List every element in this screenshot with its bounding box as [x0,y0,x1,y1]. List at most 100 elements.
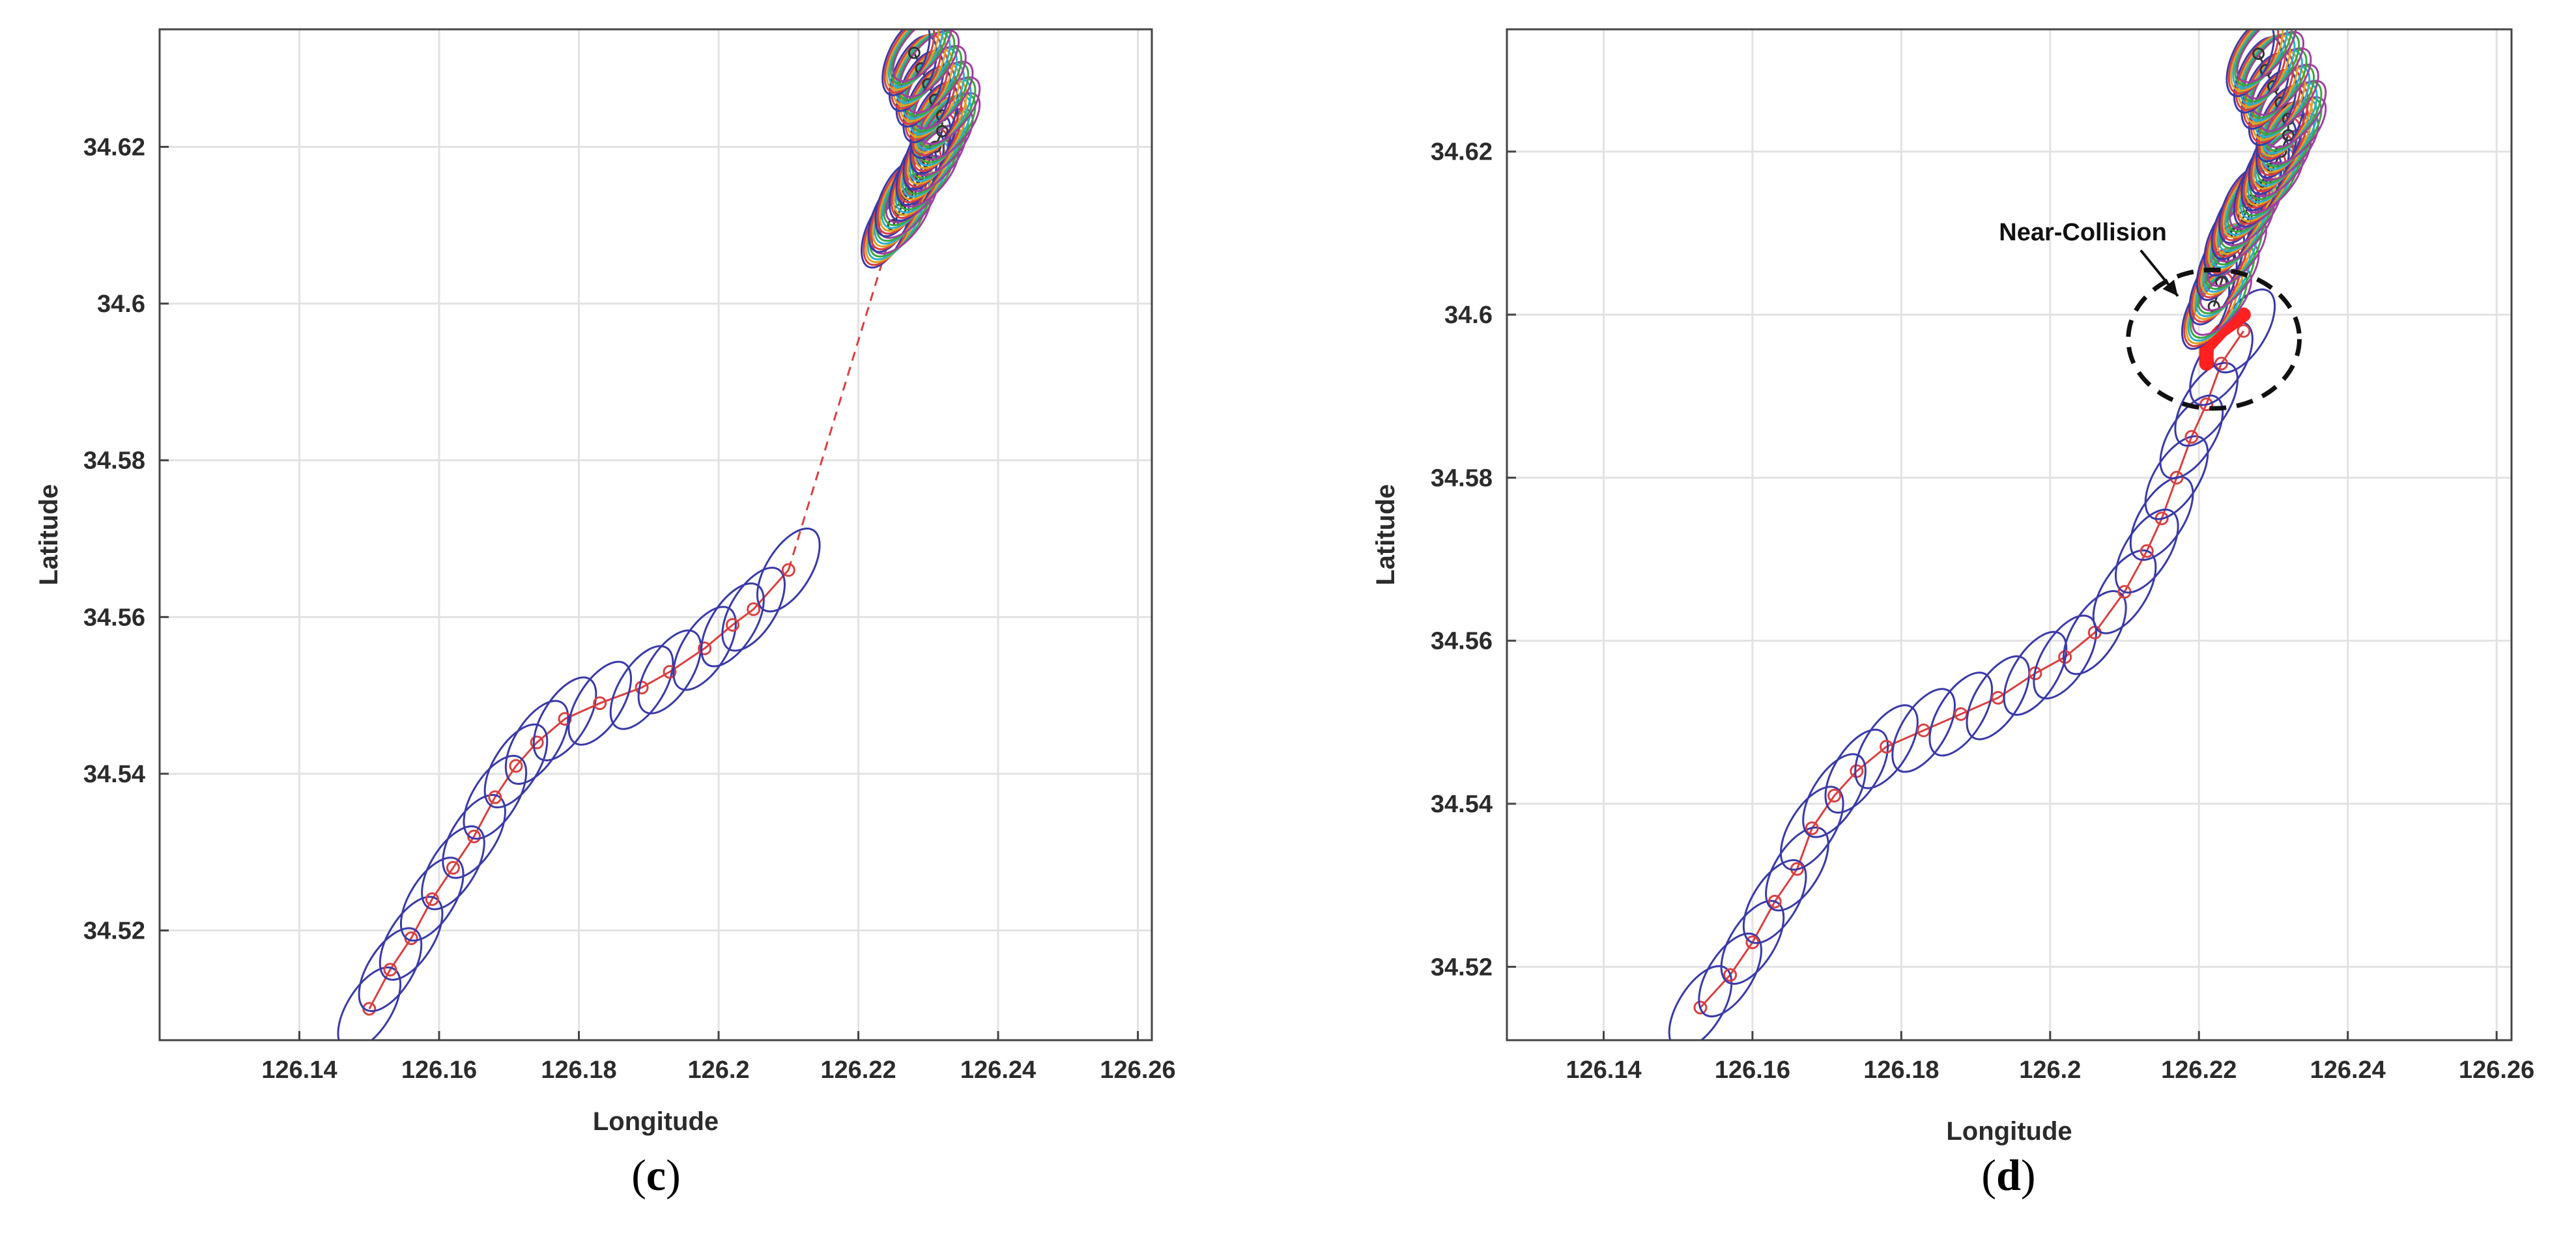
uncertainty-ellipse [1765,826,1829,912]
y-tick-label: 34.56 [1431,628,1493,655]
ensemble-ellipse [899,29,960,98]
uncertainty-ellipse [399,857,465,942]
x-tick-label: 126.18 [541,1056,616,1084]
track-point [593,696,607,711]
uncertainty-ellipse [358,927,423,1012]
track-point [1767,894,1782,909]
uncertainty-ellipse [1720,899,1785,985]
plot-area [1507,29,2512,1040]
uncertainty-ellipse [721,567,786,652]
track-point [2140,544,2154,558]
y-tick-label: 34.6 [1444,302,1493,329]
ensemble-ellipse [894,31,951,104]
ensemble-ellipse [902,47,958,120]
track-point [383,963,397,977]
ensemble-ellipse [2229,29,2284,92]
near-collision-circle [2126,267,2302,411]
ensemble-point [2252,48,2265,61]
x-axis-label: Longitude [1946,1117,2072,1146]
near-collision-label: Near-Collision [1999,219,2167,246]
y-tick-label: 34.52 [1431,954,1493,981]
y-tick-label: 34.62 [83,134,145,161]
ensemble-ellipse [881,29,931,96]
x-tick-label: 126.22 [820,1056,896,1084]
annotation-arrow-head [2162,279,2178,296]
track-point [725,617,739,632]
uncertainty-ellipse [2129,475,2194,561]
track-point [446,860,460,875]
uncertainty-ellipse [2033,614,2097,700]
y-tick-label: 34.62 [1431,139,1493,166]
track-point [1827,789,1842,803]
ensemble-ellipse [2234,29,2293,87]
uncertainty-ellipse [1698,932,1762,1018]
track-point [1693,1000,1708,1015]
x-tick-label: 126.22 [2161,1056,2237,1084]
y-tick-label: 34.58 [83,447,145,475]
track-point [781,563,795,577]
uncertainty-ellipse [2003,630,2068,716]
ensemble-ellipse [2244,50,2299,124]
ensemble-point [908,46,921,59]
plot-frame [1506,28,2513,1041]
track-point [1917,723,1931,737]
uncertainty-ellipse [1891,688,1956,773]
track-point [2214,356,2229,371]
ensemble-ellipse [892,29,953,83]
uncertainty-ellipse [2174,361,2239,447]
x-tick-label: 126.16 [401,1056,477,1084]
panel-letter: d [1996,1150,2021,1200]
track-point [1954,707,1968,721]
uncertainty-ellipse [2092,549,2157,634]
track-point [425,892,439,906]
uncertainty-ellipse [442,794,506,879]
uncertainty-ellipse [637,629,702,715]
uncertainty-ellipse [2114,508,2179,594]
uncertainty-ellipse [609,645,674,730]
ensemble-ellipse [909,63,965,135]
ensemble-point [936,124,949,137]
ensemble-ellipse [885,29,939,91]
track-point [1723,968,1738,982]
track-line [368,569,790,1010]
track-point [747,602,761,616]
chart-panel-d: 126.14 126.16 126.18 126.2 126.22 126.24 126.2… [1371,28,2534,1200]
x-tick-label: 126.16 [1715,1056,1790,1084]
y-tick-label: 34.54 [1431,791,1493,818]
y-axis-label: Latitude [1371,484,1400,586]
ensemble-ellipse [883,29,936,94]
data-layer [337,29,981,1040]
uncertainty-ellipse [2144,435,2209,520]
ensemble-ellipse [906,64,961,138]
track-point [1880,739,1894,754]
x-tick-label: 126.14 [1566,1056,1641,1084]
ensemble-ellipse [900,48,954,122]
ensemble-ellipse [2232,29,2289,89]
track-line [1699,330,2245,1008]
chart-panel-c: 126.14 126.16 126.18 126.2 126.22 126.24 126.2… [35,28,1176,1200]
track-point [2184,430,2199,444]
ensemble-ellipse [915,78,972,151]
ensemble-ellipse [2227,29,2280,95]
uncertainty-ellipse [1824,728,1889,814]
track-point [698,641,712,655]
uncertainty-ellipse [1742,859,1807,944]
uncertainty-ellipse [504,700,569,785]
track-point [1805,821,1819,836]
ensemble-ellipse [2237,34,2291,108]
ensemble-ellipse [2252,66,2306,141]
y-tick-label: 34.58 [1431,464,1493,492]
x-tick-label: 126.18 [1863,1056,1939,1084]
ensemble-ellipse [2236,29,2297,83]
x-axis-label: Longitude [593,1107,719,1136]
x-tick-label: 126.26 [2459,1056,2534,1084]
plot-area [160,29,1152,1040]
plot-frame [158,28,1153,1041]
uncertainty-ellipse [567,660,633,746]
y-tick-label: 34.56 [83,604,145,631]
gap-dashed-line [787,248,887,571]
track-point [2237,324,2251,338]
x-tick-label: 126.14 [261,1056,337,1084]
uncertainty-ellipse [1928,672,1994,757]
